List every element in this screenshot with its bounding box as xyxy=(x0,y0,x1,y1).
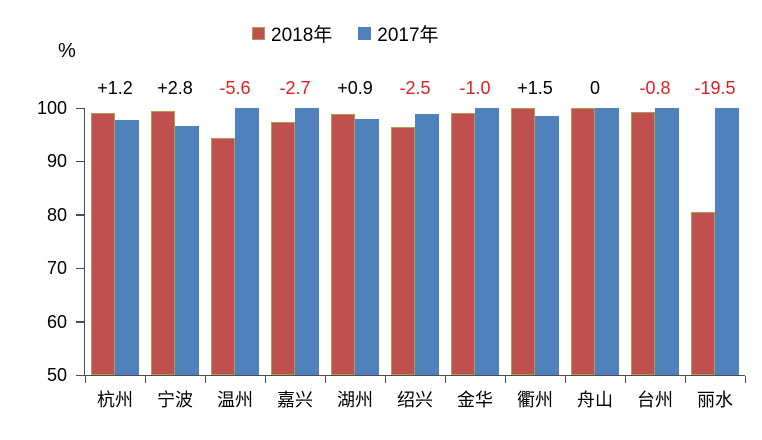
y-tick-label-70: 70 xyxy=(46,258,67,279)
x-tick xyxy=(504,376,506,383)
bar-2017年-衢州 xyxy=(535,116,559,375)
x-tick-label-衢州: 衢州 xyxy=(517,390,553,410)
y-axis-unit-label: % xyxy=(58,40,76,62)
bar-2017年-舟山 xyxy=(595,108,619,375)
x-tick xyxy=(264,376,266,383)
y-tick-label-60: 60 xyxy=(46,311,67,332)
bar-2017年-台州 xyxy=(655,108,679,375)
y-tick-label-100: 100 xyxy=(36,98,67,118)
diff-label-湖州: +0.9 xyxy=(337,78,373,98)
bar-2017年-杭州 xyxy=(115,119,139,375)
x-tick xyxy=(144,376,146,383)
x-tick xyxy=(564,376,566,383)
bar-2018年-湖州 xyxy=(331,113,355,375)
x-tick-label-丽水: 丽水 xyxy=(697,390,733,410)
y-tick xyxy=(76,321,84,323)
bar-2018年-杭州 xyxy=(91,113,115,375)
bar-2017年-嘉兴 xyxy=(295,108,319,375)
bar-2018年-丽水 xyxy=(691,212,715,375)
diff-label-绍兴: -2.5 xyxy=(399,78,431,98)
x-axis-line xyxy=(77,374,745,376)
x-tick-label-温州: 温州 xyxy=(217,390,253,410)
x-tick xyxy=(204,376,206,383)
bar-2018年-衢州 xyxy=(511,108,535,375)
x-tick xyxy=(744,376,746,383)
bar-2017年-绍兴 xyxy=(415,113,439,375)
x-tick-label-宁波: 宁波 xyxy=(157,390,193,410)
diff-label-丽水: -19.5 xyxy=(694,78,736,98)
y-tick xyxy=(76,374,84,376)
y-tick xyxy=(76,160,84,163)
x-tick-label-金华: 金华 xyxy=(457,390,493,410)
bar-2017年-宁波 xyxy=(175,125,199,375)
x-tick-label-绍兴: 绍兴 xyxy=(397,390,433,410)
x-tick-label-台州: 台州 xyxy=(637,390,673,410)
legend-item-2018年: 2018年 xyxy=(252,20,332,47)
bar-2017年-金华 xyxy=(475,108,499,375)
bar-2017年-丽水 xyxy=(715,108,739,375)
diff-label-杭州: +1.2 xyxy=(97,78,133,98)
diff-label-宁波: +2.8 xyxy=(157,78,193,98)
chart-legend: 2018年 2017年 xyxy=(252,20,439,47)
y-tick-label-80: 80 xyxy=(46,204,67,225)
y-tick xyxy=(76,107,84,109)
x-tick xyxy=(684,376,686,383)
bar-2017年-湖州 xyxy=(355,118,379,375)
bar-2018年-金华 xyxy=(451,113,475,375)
x-tick-label-杭州: 杭州 xyxy=(97,390,133,410)
x-tick xyxy=(444,376,446,383)
bar-2017年-温州 xyxy=(235,108,259,375)
x-tick-label-嘉兴: 嘉兴 xyxy=(277,390,313,410)
y-tick xyxy=(76,214,84,216)
diff-label-温州: -5.6 xyxy=(219,78,251,98)
y-tick-label-90: 90 xyxy=(46,151,67,172)
legend-label: 2018年 xyxy=(271,25,333,46)
diff-label-舟山: 0 xyxy=(589,78,600,98)
x-tick-label-舟山: 舟山 xyxy=(577,390,613,410)
x-tick xyxy=(324,376,326,383)
bar-2018年-嘉兴 xyxy=(271,122,295,375)
bar-2018年-舟山 xyxy=(571,108,595,375)
x-tick xyxy=(84,376,86,383)
diff-label-金华: -1.0 xyxy=(459,78,491,98)
legend-item-2017年: 2017年 xyxy=(358,20,439,47)
diff-label-台州: -0.8 xyxy=(639,78,671,98)
legend-label: 2017年 xyxy=(377,25,439,46)
bar-2018年-温州 xyxy=(211,137,235,375)
x-tick-label-湖州: 湖州 xyxy=(337,390,373,410)
bar-2018年-绍兴 xyxy=(391,127,415,375)
x-tick xyxy=(384,376,386,383)
bar-2018年-台州 xyxy=(631,112,655,375)
plot-area: 100 90 80 70 60 50 +1.2 杭州 +2.8 宁波 -5.6 温州 -2.7 嘉兴 +0.… xyxy=(37,78,746,410)
diff-label-衢州: +1.5 xyxy=(517,78,553,98)
bar-2018年-宁波 xyxy=(151,110,175,375)
legend-swatch-icon xyxy=(358,27,372,40)
legend-swatch-icon xyxy=(252,27,265,40)
diff-label-嘉兴: -2.7 xyxy=(279,78,311,98)
y-tick xyxy=(76,267,84,270)
y-tick-label-50: 50 xyxy=(46,365,67,385)
x-tick xyxy=(624,376,626,383)
